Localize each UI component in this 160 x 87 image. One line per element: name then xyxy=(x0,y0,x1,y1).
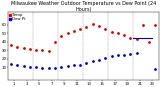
Legend: Temp, Dew Pt: Temp, Dew Pt xyxy=(8,13,26,22)
Title: Milwaukee Weather Outdoor Temperature vs Dew Point (24 Hours): Milwaukee Weather Outdoor Temperature vs… xyxy=(11,1,156,12)
